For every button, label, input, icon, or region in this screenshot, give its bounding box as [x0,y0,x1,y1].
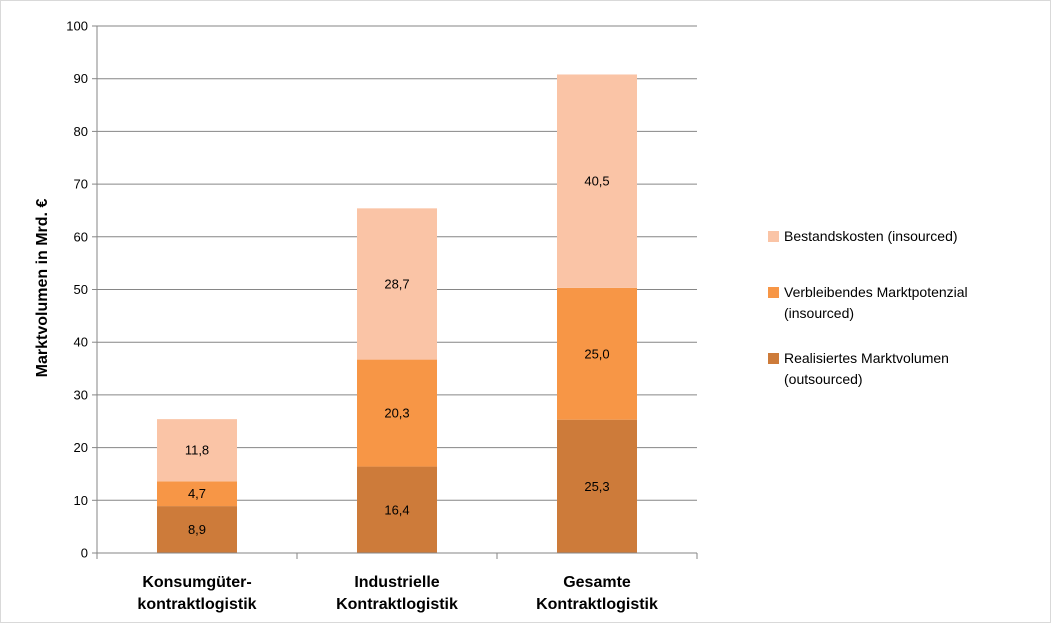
y-tick-label: 30 [74,387,88,402]
legend-swatch [768,353,779,364]
bar-chart: 0 10 20 30 40 50 60 70 80 90 100 8,9 4,7 11,8 16,4 20,… [34,19,698,613]
y-tick-label: 40 [74,335,88,350]
y-tick-label: 80 [74,124,88,139]
bar-segment [157,419,237,482]
y-tick-label: 0 [81,546,88,561]
legend-item: Realisiertes Marktvolumen (outsourced) [768,348,1048,390]
legend-label: Bestandskosten (insourced) [784,228,958,244]
legend-item: Bestandskosten (insourced) [768,226,1048,247]
y-tick-label: 20 [74,440,88,455]
bar-segment [357,208,437,360]
x-category-label: Industrielle Kontraktlogistik [336,574,458,613]
legend-label: (outsourced) [784,371,863,387]
legend-label: (insourced) [784,305,855,321]
data-label: 8,9 [188,522,206,537]
bar-segment [157,481,237,507]
data-label: 25,3 [584,479,609,494]
legend-label: Verbleibendes Marktpotenzial [784,284,968,300]
y-tick-label: 10 [74,493,88,508]
legend-swatch [768,287,779,298]
x-axis: Konsumgüter-kontraktlogistik Industrielle… [96,552,698,613]
x-category-label: Konsumgüter-kontraktlogistik [137,574,256,613]
y-tick-label: 60 [74,229,88,244]
y-tick-label: 70 [74,177,88,192]
y-axis: 0 10 20 30 40 50 60 70 80 90 100 [66,19,98,561]
bar-segment [557,74,637,288]
bars: 8,9 4,7 11,8 16,4 20,3 28,7 25,3 25,0 40,5 [157,74,637,553]
y-tick-label: 90 [74,71,88,86]
legend-swatch [768,231,779,242]
legend: Bestandskosten (insourced) Verbleibendes … [768,226,1048,390]
bar-segment [357,466,437,553]
legend-label: Realisiertes Marktvolumen [784,350,949,366]
data-label: 4,7 [188,486,206,501]
data-label: 40,5 [584,174,609,189]
bar-segment [357,359,437,467]
y-tick-label: 100 [66,19,88,34]
data-label: 20,3 [384,406,409,421]
x-category-label: Gesamte Kontraktlogistik [536,574,658,613]
legend-item: Verbleibendes Marktpotenzial (insourced) [768,282,1048,324]
bar-segment [557,419,637,553]
data-label: 25,0 [584,346,609,361]
data-label: 11,8 [185,443,209,458]
bar-segment [157,506,237,553]
bar-segment [557,287,637,420]
data-label: 28,7 [384,276,409,291]
y-axis-title: Marktvolumen in Mrd. € [34,199,51,378]
data-label: 16,4 [384,502,409,517]
y-tick-label: 50 [74,282,88,297]
